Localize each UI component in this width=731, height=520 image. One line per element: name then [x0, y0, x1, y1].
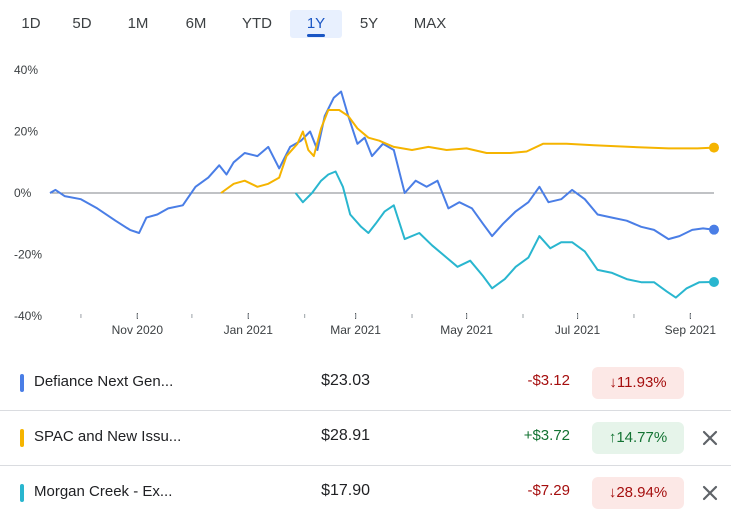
holding-percent-badge: ↓28.94%: [592, 477, 684, 509]
x-tick-label: Jul 2021: [555, 323, 601, 337]
arrow-down-icon: ↓: [608, 484, 617, 501]
series-line-0: [49, 90, 715, 241]
series-end-point-0: [709, 224, 719, 235]
series-color-swatch: [20, 374, 24, 392]
holding-row-spac[interactable]: SPAC and New Issu... $28.91 +$3.72 ↑14.7…: [0, 411, 731, 465]
x-tick-label: Mar 2021: [330, 323, 381, 337]
y-tick-label: -20%: [14, 248, 42, 262]
holding-change: +$3.72: [523, 427, 570, 444]
y-tick-label: 0%: [14, 186, 32, 200]
x-tick-label: Sep 2021: [665, 323, 717, 337]
series-color-swatch: [20, 484, 24, 502]
x-tick-label: May 2021: [440, 323, 493, 337]
performance-chart: 40% 20% 0% -20% -40% Nov 2020 Jan 2021 Mar 2021…: [14, 63, 719, 337]
range-tab-6m[interactable]: 6M: [185, 15, 207, 32]
y-tick-label: -40%: [14, 309, 42, 323]
series-end-point-1: [709, 142, 719, 153]
range-tabs: 1D 5D 1M 6M YTD 1Y 5Y MAX: [0, 10, 731, 38]
series-line-2: [294, 170, 715, 299]
x-tick-label: Jan 2021: [224, 323, 274, 337]
holding-percent: 11.93%: [616, 374, 667, 391]
row-divider: [0, 465, 731, 466]
holding-row-defiance[interactable]: Defiance Next Gen... $23.03 -$3.12 ↓11.9…: [0, 356, 731, 410]
holding-name: Defiance Next Gen...: [34, 373, 174, 390]
range-tab-1d[interactable]: 1D: [21, 15, 41, 32]
holding-change: -$3.12: [527, 372, 570, 389]
x-tick-label: Nov 2020: [112, 323, 164, 337]
series-end-point-2: [709, 276, 719, 287]
holding-percent: 14.77%: [616, 429, 668, 446]
row-divider: [0, 410, 731, 411]
close-icon[interactable]: [696, 423, 724, 453]
range-tab-max[interactable]: MAX: [413, 15, 447, 32]
holding-price: $23.03: [321, 372, 370, 389]
range-tab-1y[interactable]: 1Y: [290, 10, 342, 38]
close-icon[interactable]: [696, 478, 724, 508]
holding-percent-badge: ↓11.93%: [592, 367, 684, 399]
y-tick-label: 40%: [14, 63, 38, 77]
holding-percent: 28.94%: [616, 484, 668, 501]
series-line-1: [220, 109, 715, 194]
holding-name: SPAC and New Issu...: [34, 428, 182, 445]
series-color-swatch: [20, 429, 24, 447]
arrow-up-icon: ↑: [608, 429, 617, 446]
holding-price: $28.91: [321, 427, 370, 444]
y-tick-label: 20%: [14, 125, 38, 139]
holding-percent-badge: ↑14.77%: [592, 422, 684, 454]
range-tab-5d[interactable]: 5D: [72, 15, 92, 32]
range-tab-5y[interactable]: 5Y: [359, 15, 379, 32]
holding-row-morgan-creek[interactable]: Morgan Creek - Ex... $17.90 -$7.29 ↓28.9…: [0, 466, 731, 520]
arrow-down-icon: ↓: [609, 374, 617, 391]
range-tab-ytd[interactable]: YTD: [242, 15, 272, 32]
range-tab-1m[interactable]: 1M: [127, 15, 149, 32]
holding-name: Morgan Creek - Ex...: [34, 483, 173, 500]
holding-change: -$7.29: [527, 482, 570, 499]
holding-price: $17.90: [321, 482, 370, 499]
